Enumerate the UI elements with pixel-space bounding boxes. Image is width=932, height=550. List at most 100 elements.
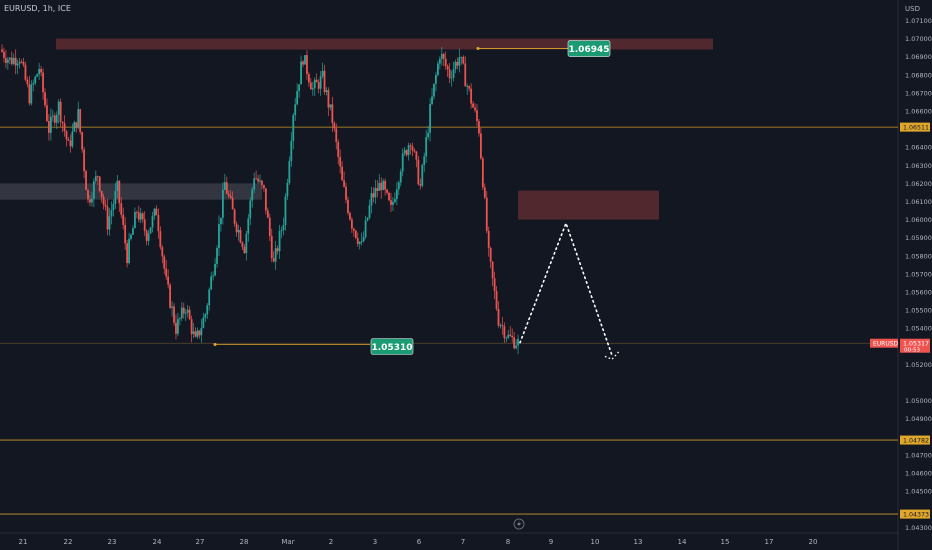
- candle-body: [227, 193, 230, 196]
- candle-body: [206, 305, 209, 315]
- candle-body: [22, 61, 25, 65]
- currency-label: USD: [905, 5, 920, 13]
- candle-body: [135, 212, 138, 213]
- candle-body: [290, 140, 293, 162]
- price-tick-label: 1.06800: [905, 71, 932, 79]
- candle-body: [452, 69, 455, 78]
- candle-body: [393, 199, 396, 202]
- current-price-tag-timer: 00:53: [904, 347, 921, 353]
- candle-body: [149, 227, 152, 234]
- time-tick-label: 2: [329, 538, 333, 546]
- price-axis[interactable]: 1.07100 1.07000 1.06900 1.06800 1.06700 1.066…: [870, 17, 932, 532]
- price-tick-label: 1.06200: [905, 180, 932, 188]
- resistance-price-label[interactable]: 1.06945: [567, 40, 611, 57]
- candle-body: [243, 247, 246, 254]
- candle-body: [429, 103, 431, 133]
- candle-body: [225, 182, 228, 194]
- candle-body: [28, 84, 31, 104]
- candle-body: [253, 178, 256, 190]
- candle-body: [474, 107, 476, 111]
- candle-body: [509, 334, 512, 336]
- candle-body: [446, 66, 449, 70]
- candle-body: [415, 151, 418, 160]
- candle-body: [120, 203, 123, 215]
- candle-body: [16, 63, 19, 66]
- candle-body: [198, 330, 201, 336]
- resistance-zone: [56, 38, 713, 50]
- candle-body: [354, 230, 357, 238]
- candle-body: [69, 140, 72, 147]
- time-tick-label: 23: [108, 538, 117, 546]
- chart-zones: [0, 38, 713, 220]
- candle-body: [151, 216, 154, 228]
- candle-body: [466, 86, 469, 87]
- symbol-label[interactable]: EURUSD, 1h, ICE: [4, 4, 71, 13]
- candle-body: [220, 217, 222, 225]
- candle-body: [298, 84, 301, 91]
- candle-body: [364, 220, 367, 237]
- candle-body: [403, 150, 406, 154]
- time-tick-label: 28: [240, 538, 249, 546]
- support-price-label[interactable]: 1.05310: [370, 338, 414, 355]
- price-tick-label: 1.06600: [905, 108, 932, 116]
- candle-body: [132, 228, 134, 235]
- candle-body: [386, 189, 388, 193]
- time-axis[interactable]: 21 22 23 24 27 28 Mar 2 3 6 7 8 9 10 13 14 15 17 20: [19, 538, 818, 546]
- price-tick-label: 1.06300: [905, 162, 932, 170]
- projection-arrow-head: [604, 349, 621, 361]
- level-tag-1-text: 1.06511: [903, 124, 929, 131]
- candle-body: [216, 248, 218, 264]
- candle-body: [421, 164, 424, 186]
- candle-body: [438, 58, 441, 64]
- candlesticks: [1, 44, 519, 355]
- time-tick-label: 15: [721, 538, 730, 546]
- candle-body: [14, 57, 17, 66]
- candle-body: [460, 56, 463, 58]
- candle-body: [378, 182, 381, 191]
- candle-body: [247, 218, 250, 234]
- candle-body: [382, 180, 385, 190]
- support-price-label-text: 1.05310: [372, 343, 413, 353]
- candle-body: [478, 121, 480, 134]
- candle-body: [266, 210, 269, 218]
- support-price-label-box: [370, 338, 414, 355]
- candle-body: [286, 182, 289, 197]
- candle-body: [501, 325, 504, 327]
- candle-body: [333, 123, 336, 129]
- candle-body: [173, 306, 175, 323]
- candle-body: [317, 82, 320, 89]
- candle-body: [83, 149, 85, 172]
- candle-body: [169, 284, 172, 308]
- candle-body: [304, 55, 306, 65]
- candle-body: [81, 132, 84, 150]
- candle-body: [221, 189, 224, 218]
- time-tick-label: 13: [634, 538, 643, 546]
- lightning-icon[interactable]: [513, 518, 525, 530]
- candle-body: [511, 335, 514, 338]
- price-tick-label: 1.06000: [905, 216, 932, 224]
- candle-body: [468, 86, 471, 89]
- candle-body: [480, 133, 482, 159]
- price-tick-label: 1.05600: [905, 289, 932, 297]
- candle-body: [126, 243, 129, 264]
- candle-body: [423, 156, 426, 165]
- candle-body: [263, 185, 265, 189]
- candle-body: [98, 176, 101, 191]
- candle-body: [147, 233, 150, 241]
- horizontal-levels: [0, 126, 898, 515]
- candle-body: [282, 224, 285, 231]
- candle-body: [517, 338, 519, 346]
- price-tick-label: 1.05800: [905, 252, 932, 260]
- time-tick-label: 8: [506, 538, 510, 546]
- price-tick-label: 1.05900: [905, 234, 932, 242]
- candle-body: [485, 197, 488, 231]
- candle-body: [214, 263, 216, 276]
- level-tag-3: 1.04373: [900, 509, 930, 519]
- price-tick-label: 1.05200: [905, 361, 932, 369]
- price-tick-label: 1.04300: [905, 524, 932, 532]
- level-tag-3-box: [900, 509, 930, 519]
- candle-body: [278, 231, 281, 252]
- target-zone: [518, 190, 659, 220]
- candle-body: [114, 191, 117, 204]
